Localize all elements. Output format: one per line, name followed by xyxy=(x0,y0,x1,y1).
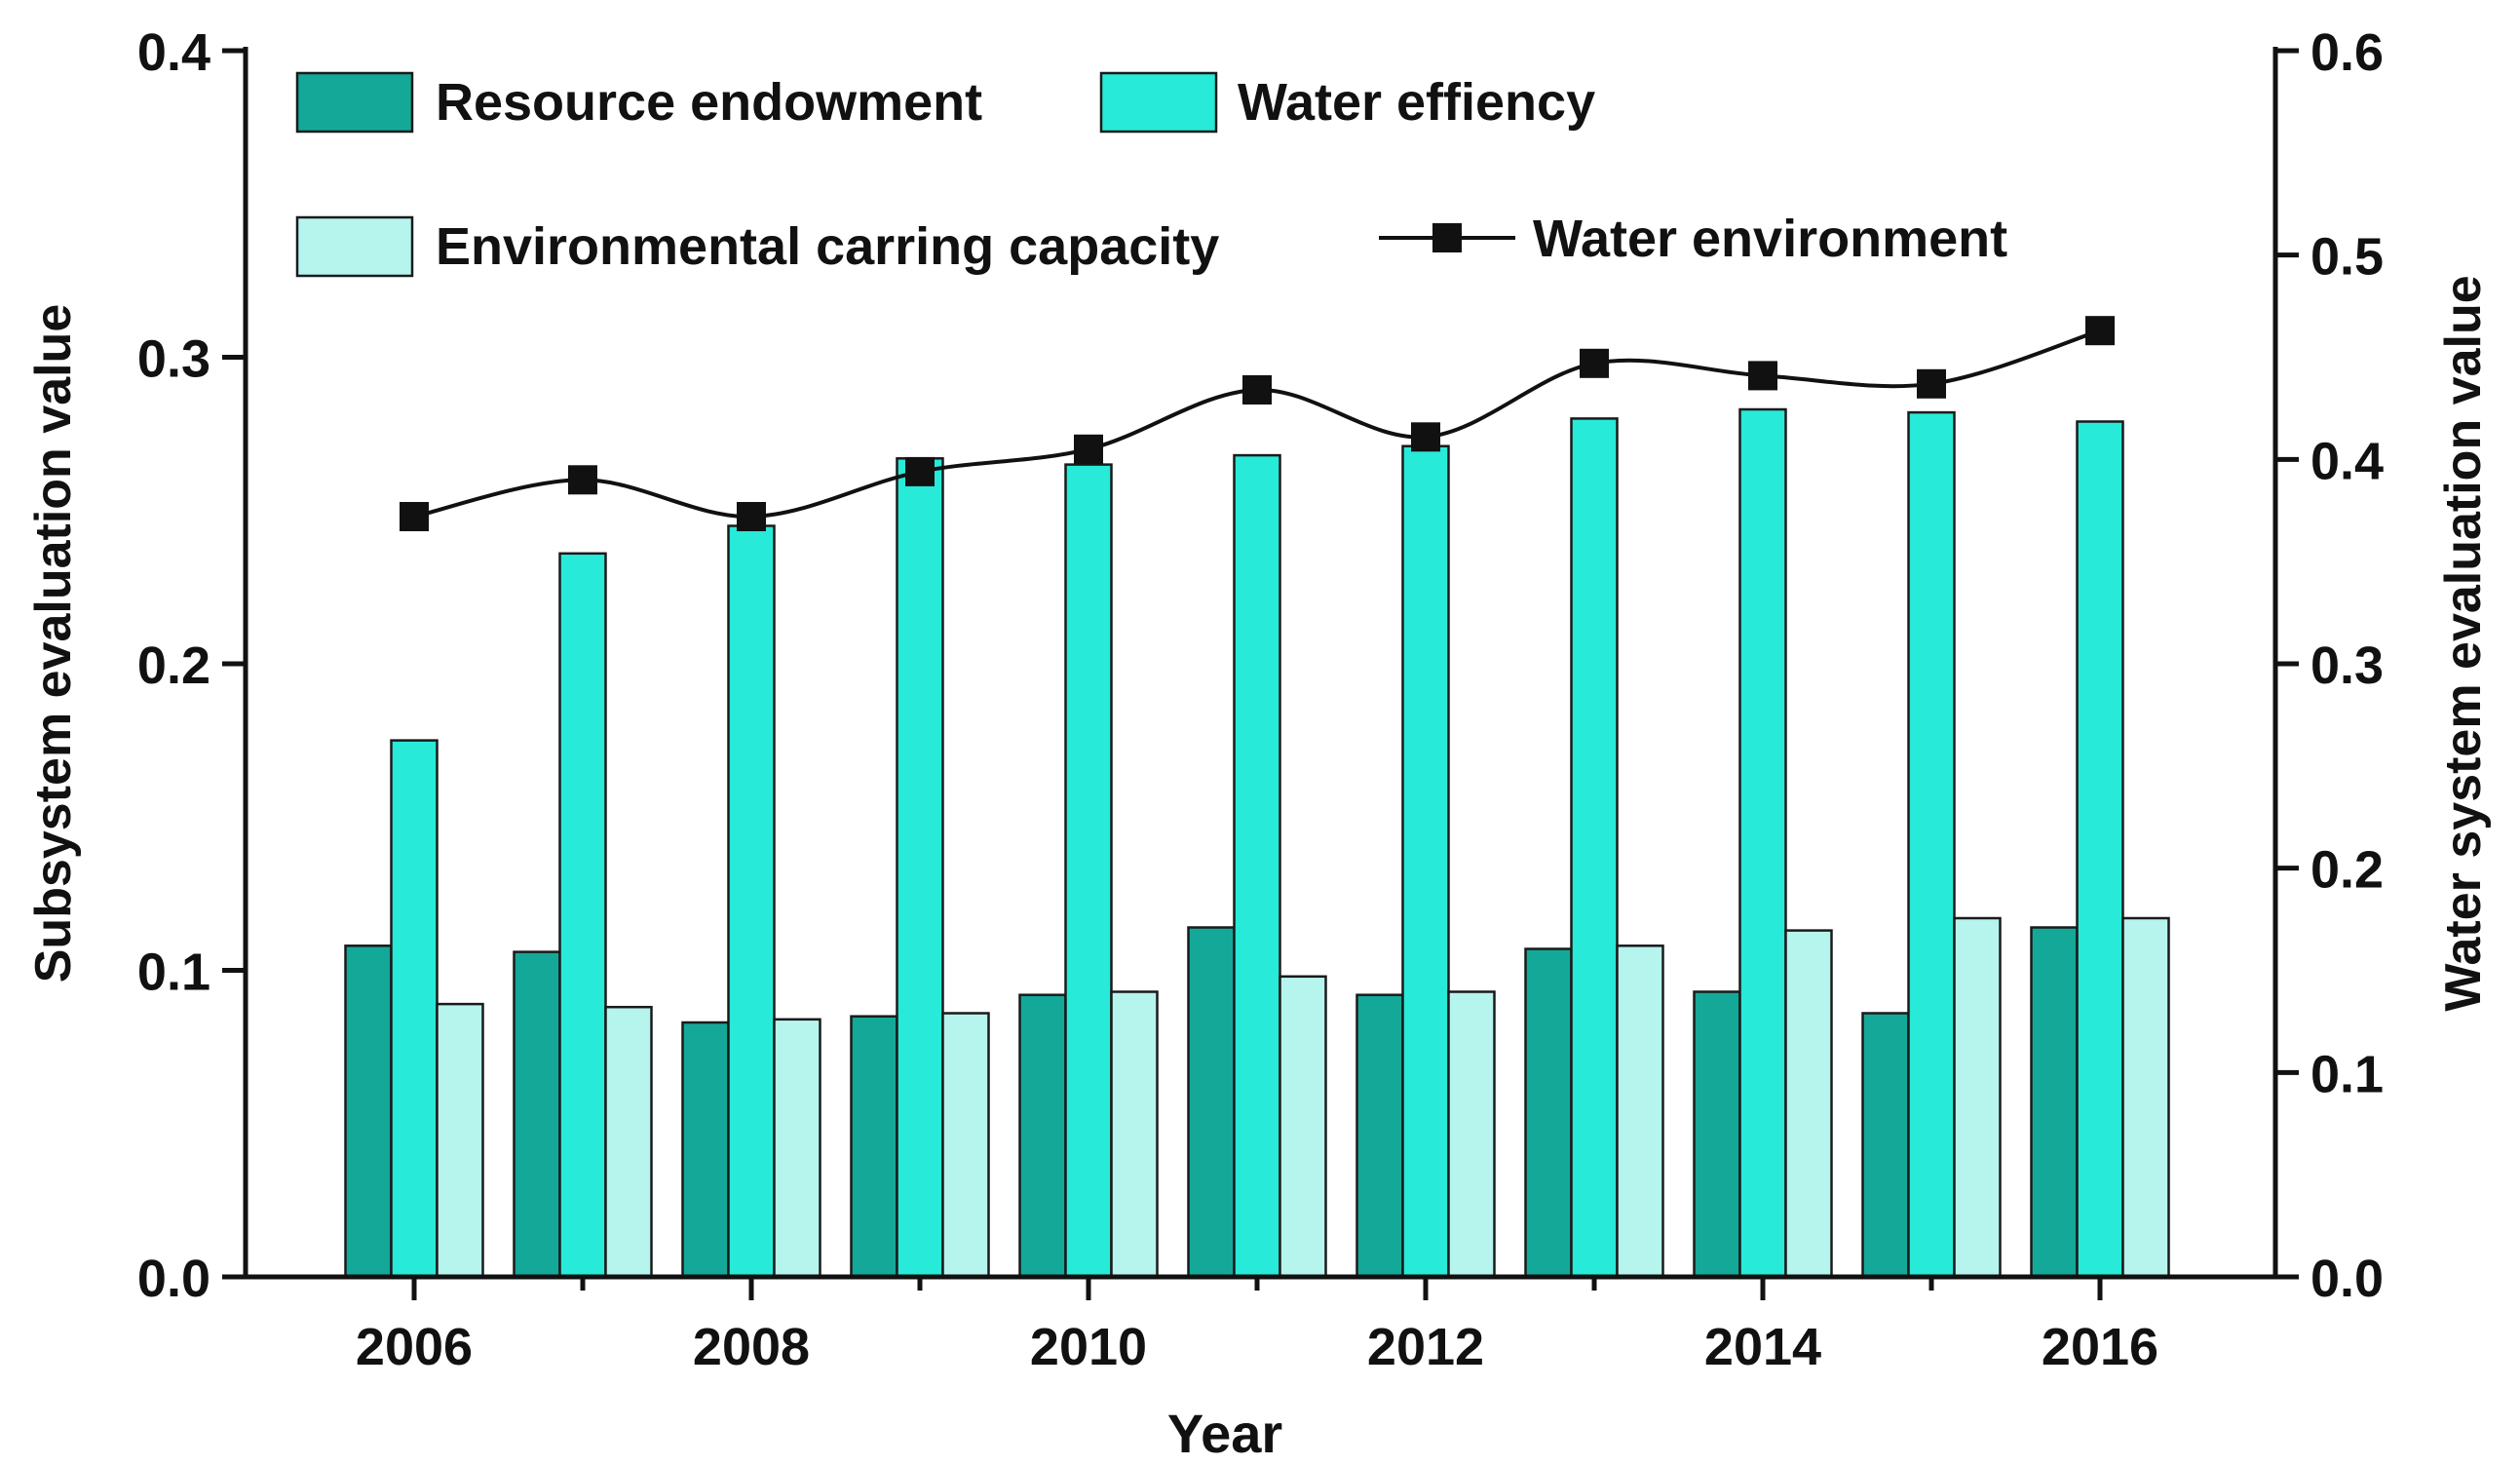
y-tick-label-0.2: 0.2 xyxy=(137,636,210,695)
y2-tick-label-0.6: 0.6 xyxy=(2310,23,2384,82)
legend-label-water-environment: Water environment xyxy=(1533,210,2007,268)
y-axis-label: Subsystem evaluation value xyxy=(25,304,82,983)
bar-resource-endowment-2008 xyxy=(681,1021,730,1279)
y-tick-label-0.1: 0.1 xyxy=(137,944,210,1002)
point-water-environment-2008 xyxy=(737,502,766,531)
bar-resource-endowment-2009 xyxy=(850,1015,898,1279)
bar-resource-endowment-2015 xyxy=(1861,1012,1910,1279)
point-water-environment-2016 xyxy=(2085,316,2115,346)
line-layer xyxy=(400,316,2115,531)
y-tick-label-0.4: 0.4 xyxy=(137,23,210,82)
bar-resource-endowment-2010 xyxy=(1018,993,1067,1279)
legend: Resource endowment Water effiency Enviro… xyxy=(295,71,2007,278)
y2-tick-label-0.1: 0.1 xyxy=(2310,1045,2384,1103)
bar-resource-endowment-2014 xyxy=(1693,990,1741,1279)
x-axis-label: Year xyxy=(1167,1403,1282,1464)
bar-water-effiency-2011 xyxy=(1233,453,1281,1279)
point-water-environment-2010 xyxy=(1074,434,1103,464)
point-water-environment-2006 xyxy=(400,502,429,531)
bar-resource-endowment-2013 xyxy=(1524,947,1573,1279)
bar-water-effiency-2013 xyxy=(1570,417,1619,1279)
legend-label-resource-endowment: Resource endowment xyxy=(436,73,982,132)
bar-environmental-carring-capacity-2009 xyxy=(941,1012,990,1279)
y-tick-label-0.0: 0.0 xyxy=(137,1250,210,1308)
y2-tick-label-0.3: 0.3 xyxy=(2310,636,2384,695)
bar-water-effiency-2010 xyxy=(1064,463,1113,1279)
bar-water-effiency-2012 xyxy=(1401,444,1450,1279)
bar-resource-endowment-2016 xyxy=(2030,926,2079,1279)
bar-water-effiency-2006 xyxy=(390,739,439,1279)
x-tick-label-2012: 2012 xyxy=(1367,1318,1484,1376)
x-tick-label-2010: 2010 xyxy=(1030,1318,1147,1376)
bar-water-effiency-2016 xyxy=(2076,420,2124,1279)
x-tick-label-2008: 2008 xyxy=(693,1318,810,1376)
legend-label-environmental-carring-capacity: Environmental carring capacity xyxy=(436,217,1219,276)
y2-axis-label: Water system evaluation value xyxy=(2435,275,2492,1011)
legend-swatch-environmental-carring-capacity xyxy=(295,215,414,278)
bar-environmental-carring-capacity-2012 xyxy=(1447,990,1496,1279)
bar-water-effiency-2008 xyxy=(727,524,776,1279)
x-tick-label-2006: 2006 xyxy=(356,1318,473,1376)
y2-tick-label-0.5: 0.5 xyxy=(2310,228,2384,287)
bar-environmental-carring-capacity-2008 xyxy=(773,1018,821,1279)
axes-layer: 0.0 0.1 0.2 0.3 0.4 0.0 0.1 0.2 0.3 0.4 0.5 0.6 2006… xyxy=(137,23,2384,1376)
bar-resource-endowment-2006 xyxy=(344,945,393,1279)
bar-environmental-carring-capacity-2016 xyxy=(2121,916,2170,1279)
bar-environmental-carring-capacity-2013 xyxy=(1616,945,1664,1279)
bar-environmental-carring-capacity-2006 xyxy=(436,1002,484,1279)
legend-label-water-effiency: Water effiency xyxy=(1238,73,1595,132)
bar-resource-endowment-2011 xyxy=(1187,926,1236,1279)
x-tick-label-2014: 2014 xyxy=(1704,1318,1821,1376)
point-water-environment-2014 xyxy=(1748,361,1777,391)
point-water-environment-2011 xyxy=(1242,375,1272,405)
bar-environmental-carring-capacity-2011 xyxy=(1279,975,1327,1279)
bars-layer xyxy=(344,407,2170,1279)
point-water-environment-2015 xyxy=(1917,368,1946,399)
bar-resource-endowment-2007 xyxy=(513,950,561,1279)
legend-swatch-water-effiency xyxy=(1099,71,1218,134)
bar-environmental-carring-capacity-2010 xyxy=(1110,990,1159,1279)
legend-marker-water-environment xyxy=(1432,223,1462,252)
y2-tick-label-0.2: 0.2 xyxy=(2310,841,2384,900)
y2-tick-label-0.4: 0.4 xyxy=(2310,432,2384,490)
point-water-environment-2012 xyxy=(1411,422,1440,452)
bar-resource-endowment-2012 xyxy=(1355,993,1404,1279)
bar-water-effiency-2014 xyxy=(1738,407,1787,1279)
point-water-environment-2013 xyxy=(1580,348,1609,378)
y-tick-label-0.3: 0.3 xyxy=(137,330,210,389)
bar-water-effiency-2007 xyxy=(558,552,607,1279)
point-water-environment-2009 xyxy=(905,456,935,486)
point-water-environment-2007 xyxy=(568,465,597,495)
x-tick-label-2016: 2016 xyxy=(2042,1318,2158,1376)
bar-water-effiency-2015 xyxy=(1907,410,1956,1279)
bar-water-effiency-2009 xyxy=(896,457,944,1279)
bar-environmental-carring-capacity-2015 xyxy=(1953,916,2002,1279)
legend-swatch-resource-endowment xyxy=(295,71,414,134)
y2-tick-label-0.0: 0.0 xyxy=(2310,1250,2384,1308)
bar-environmental-carring-capacity-2014 xyxy=(1784,929,1833,1279)
bar-environmental-carring-capacity-2007 xyxy=(604,1005,653,1279)
